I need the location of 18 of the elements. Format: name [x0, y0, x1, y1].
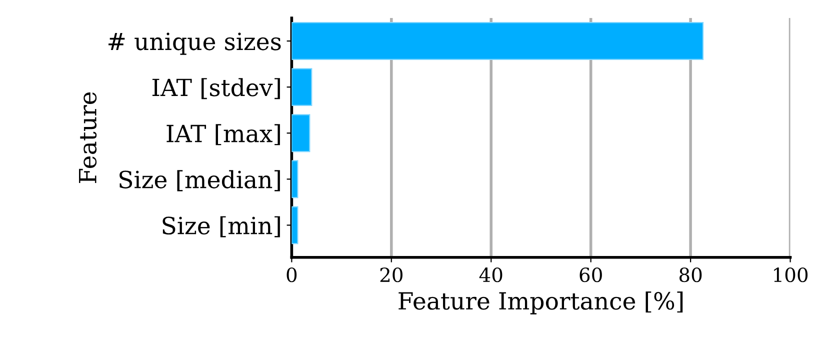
bar [292, 68, 312, 106]
y-axis-title: Feature [79, 92, 97, 183]
bar [292, 206, 298, 244]
y-tick-label: IAT [stdev] [152, 78, 280, 100]
y-tick-label: Size [median] [120, 170, 280, 192]
y-tick-label: # unique sizes [108, 32, 281, 55]
x-tick-label: 20 [380, 267, 402, 282]
x-tick-label: 100 [774, 267, 808, 282]
y-tick-label: Size [min] [162, 216, 280, 238]
x-tick-label: 0 [286, 267, 297, 282]
x-tick-label: 60 [580, 267, 602, 282]
bar [292, 114, 310, 152]
bar [292, 22, 704, 60]
x-tick-label: 80 [679, 267, 702, 282]
bar [292, 160, 298, 198]
y-tick-label: IAT [max] [166, 124, 280, 146]
x-axis-title: Feature Importance [%] [398, 291, 683, 314]
x-tick-label: 40 [479, 267, 502, 282]
